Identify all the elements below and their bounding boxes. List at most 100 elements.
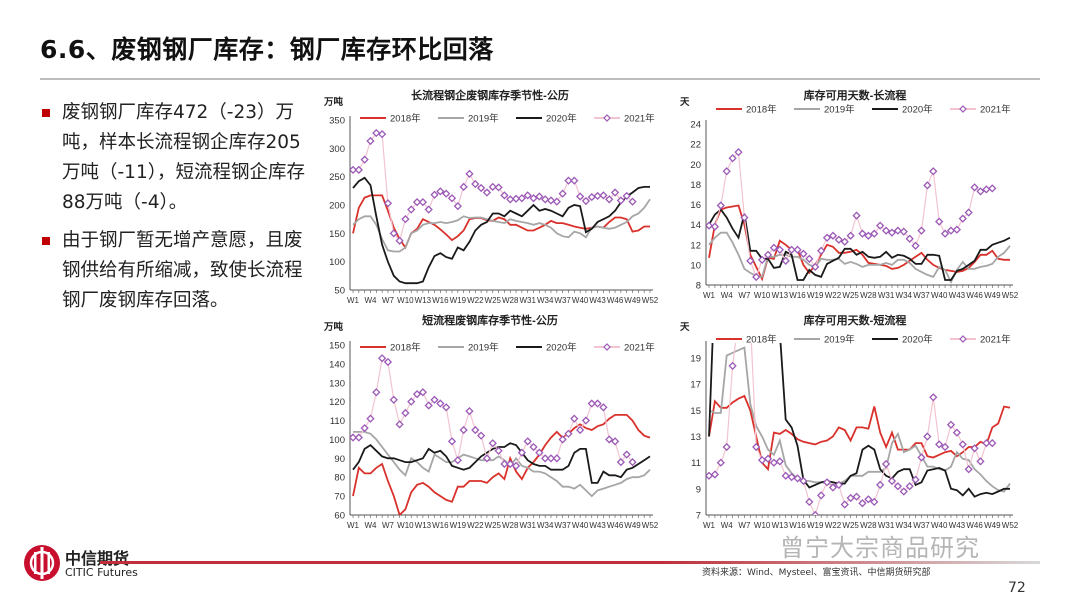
data-point-2021 [605, 195, 614, 204]
y-tick-label: 80 [334, 473, 345, 484]
data-point-2021 [471, 179, 480, 189]
data-point-2021 [424, 205, 433, 214]
data-point-2021 [976, 457, 985, 466]
legend-marker-icon [959, 335, 967, 343]
x-tick-label: W37 [913, 291, 930, 300]
data-point-2021 [893, 482, 902, 491]
x-tick-label: W34 [896, 291, 913, 300]
x-tick-label: W52 [1002, 521, 1019, 530]
x-tick-label: W31 [519, 296, 536, 305]
x-tick-label: W49 [624, 296, 641, 305]
x-tick-label: W52 [642, 521, 659, 530]
data-point-2021 [442, 403, 451, 412]
title-divider [40, 78, 1040, 80]
y-tick-label: 100 [329, 257, 345, 268]
x-tick-label: W34 [537, 296, 554, 305]
data-point-2021 [535, 192, 544, 201]
y-tick-label: 150 [329, 229, 345, 240]
data-point-2021 [523, 191, 532, 200]
data-point-2021 [828, 483, 838, 492]
data-point-2021 [570, 414, 579, 423]
data-point-2021 [383, 357, 393, 367]
x-tick-label: W1 [703, 291, 716, 300]
data-point-2021 [706, 221, 714, 230]
data-point-2021 [616, 196, 626, 205]
y-tick-label: 350 [329, 116, 345, 127]
data-point-2021 [964, 208, 973, 217]
chart-title: 短流程废钢库存季节性-公历 [422, 313, 558, 327]
x-tick-label: W7 [738, 521, 751, 530]
x-tick-label: W13 [772, 521, 789, 530]
data-point-2021 [952, 428, 962, 437]
x-tick-label: W16 [789, 291, 806, 300]
data-point-2021 [395, 420, 404, 429]
x-tick-label: W16 [432, 296, 449, 305]
x-tick-label: W19 [450, 521, 467, 530]
legend-marker-icon [959, 105, 967, 113]
data-point-2021 [757, 255, 767, 264]
data-point-2021 [793, 474, 802, 483]
legend-label: 2019年 [468, 113, 499, 125]
x-tick-label: W19 [807, 521, 824, 530]
data-point-2021 [846, 231, 855, 240]
x-tick-label: W4 [721, 521, 734, 530]
data-point-2021 [605, 435, 614, 444]
data-point-2021 [360, 155, 369, 164]
y-tick-label: 8 [696, 281, 701, 292]
data-point-2021 [599, 191, 608, 200]
data-point-2021 [354, 433, 363, 442]
y-tick-label: 16 [690, 200, 701, 211]
x-tick-label: W7 [382, 521, 395, 530]
x-tick-label: W19 [807, 291, 824, 300]
data-point-2021 [401, 215, 410, 224]
x-tick-label: W16 [432, 521, 449, 530]
legend-label: 2018年 [390, 342, 421, 354]
x-tick-label: W28 [502, 521, 519, 530]
y-tick-label: 90 [334, 454, 345, 465]
data-point-2021 [412, 389, 422, 399]
data-point-2021 [929, 393, 938, 402]
data-point-2021 [354, 165, 363, 174]
data-point-2021 [350, 433, 358, 442]
series-line-2020年 [708, 343, 1010, 498]
data-point-2021 [407, 205, 416, 214]
x-tick-label: W37 [913, 521, 930, 530]
data-point-2021 [377, 354, 387, 363]
data-point-2021 [517, 448, 527, 457]
data-point-2021 [741, 316, 747, 322]
x-tick-label: W4 [364, 521, 377, 530]
chart-short-process-days: 库存可用天数-短流程天 7 9 11 13 15 17 19 W1 W4 W7 W10 W13 W16 W1… [675, 310, 1035, 535]
data-point-2021 [828, 231, 838, 240]
data-point-2021 [710, 222, 720, 231]
logo-en-text: CITIC Futures [65, 566, 138, 579]
data-point-2021 [964, 465, 973, 474]
x-tick-label: W28 [502, 296, 519, 305]
data-point-2021 [546, 196, 556, 205]
data-point-2021 [952, 225, 962, 234]
data-point-2021 [430, 190, 439, 199]
data-point-2021 [757, 455, 767, 465]
data-point-2021 [372, 128, 381, 138]
legend-label: 2018年 [746, 334, 777, 346]
data-point-2021 [383, 199, 393, 208]
page-number: 72 [1008, 580, 1026, 596]
data-point-2021 [412, 198, 422, 207]
legend-label: 2021年 [980, 334, 1011, 346]
y-tick-label: 150 [329, 341, 345, 352]
data-point-2021 [465, 169, 474, 178]
data-point-2021 [805, 497, 814, 507]
data-point-2021 [746, 256, 755, 265]
y-tick-label: 11 [691, 458, 701, 469]
data-point-2021 [465, 406, 474, 416]
x-tick-label: W19 [450, 296, 467, 305]
y-tick-label: 140 [329, 359, 345, 370]
x-tick-label: W46 [966, 291, 983, 300]
x-tick-label: W46 [607, 296, 624, 305]
x-tick-label: W34 [537, 521, 554, 530]
y-tick-label: 12 [690, 240, 701, 251]
data-point-2021 [581, 196, 591, 206]
data-point-2021 [523, 437, 532, 446]
data-point-2021 [453, 202, 462, 211]
data-point-2021 [905, 482, 914, 491]
